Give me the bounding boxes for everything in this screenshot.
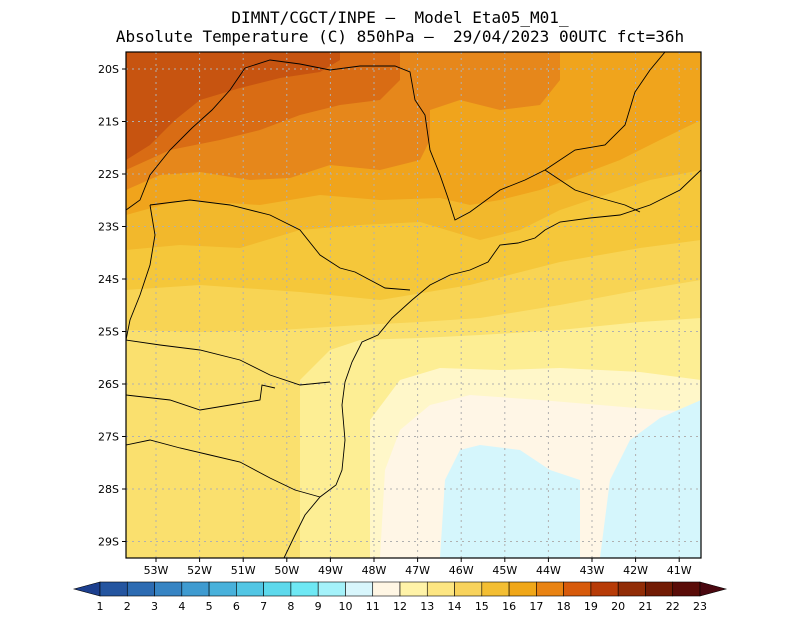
lat-label: 23S — [98, 221, 119, 234]
colorbar-segment — [645, 581, 674, 597]
colorbar-segment — [590, 581, 619, 597]
lon-label: 43W — [580, 564, 605, 577]
colorbar-label: 3 — [151, 600, 158, 613]
colorbar-segment — [536, 581, 564, 597]
colorbar-label: 18 — [557, 600, 571, 613]
border-pr-ms — [126, 204, 156, 341]
colorbar-label: 19 — [584, 600, 598, 613]
lon-label: 48W — [362, 564, 387, 577]
colorbar-label: 17 — [529, 600, 543, 613]
border-sp-ms — [126, 67, 246, 211]
colorbar-segment — [208, 581, 237, 597]
colorbar-high-arrow — [699, 581, 728, 597]
lat-label: 29S — [98, 536, 119, 549]
border-pr-sc — [126, 339, 331, 386]
map-title-line2: Absolute Temperature (C) 850hPa – 29/04/… — [115, 27, 685, 46]
lon-label: 53W — [144, 564, 169, 577]
colorbar-label: 8 — [287, 600, 294, 613]
colorbar-label: 9 — [315, 600, 322, 613]
colorbar-label: 12 — [393, 600, 407, 613]
colorbar-segment — [290, 581, 319, 597]
colorbar-segment — [481, 581, 510, 597]
colorbar-label: 15 — [475, 600, 489, 613]
colorbar-label: 1 — [97, 600, 104, 613]
lat-label: 24S — [98, 273, 119, 286]
colorbar-segment — [672, 581, 701, 597]
border-mg-es — [544, 52, 666, 171]
colorbar: 1 2 3 4 5 6 7 8 9 10 11 12 13 14 15 16 17 18 19 20 21 22 23 — [72, 581, 728, 613]
lon-label: 44W — [536, 564, 561, 577]
colorbar-segment — [454, 581, 483, 597]
colorbar-label: 16 — [502, 600, 516, 613]
lon-label: 51W — [231, 564, 256, 577]
colorbar-label: 6 — [233, 600, 240, 613]
band-22c — [126, 52, 340, 160]
lon-label: 50W — [274, 564, 299, 577]
lon-label: 45W — [492, 564, 517, 577]
lat-label: 27S — [98, 431, 119, 444]
colorbar-label: 22 — [666, 600, 680, 613]
lon-label: 41W — [667, 564, 692, 577]
border-mg-rj — [544, 169, 641, 213]
lon-label: 42W — [623, 564, 648, 577]
lat-label: 25S — [98, 326, 119, 339]
colorbar-label: 4 — [178, 600, 185, 613]
lat-label: 20S — [98, 63, 119, 76]
border-sp-pr — [149, 199, 411, 291]
colorbar-segment — [263, 581, 292, 597]
colorbar-label: 5 — [206, 600, 213, 613]
colorbar-label: 21 — [638, 600, 652, 613]
colorbar-segment — [617, 581, 646, 597]
plot-frame — [125, 51, 702, 559]
colorbar-segment — [399, 581, 428, 597]
colorbar-label: 7 — [260, 600, 267, 613]
colorbar-label: 14 — [448, 600, 462, 613]
graticule — [126, 52, 701, 558]
border-arg — [126, 384, 276, 411]
colorbar-label: 2 — [124, 600, 131, 613]
lon-label: 49W — [318, 564, 343, 577]
colorbar-segment — [345, 581, 374, 597]
colorbar-label: 23 — [693, 600, 707, 613]
border-sp-mg — [244, 59, 546, 221]
band-11c-east — [600, 400, 701, 558]
colorbar-label: 20 — [611, 600, 625, 613]
coastline — [283, 169, 701, 558]
lon-label: 46W — [449, 564, 474, 577]
lat-label: 28S — [98, 483, 119, 496]
lat-label: 22S — [98, 168, 119, 181]
colorbar-segment — [154, 581, 183, 597]
longitude-labels: 53W 52W 51W 50W 49W 48W 47W 46W 45W 44W 43W 42W 41W — [144, 558, 692, 577]
band-11c-center — [440, 445, 580, 558]
lat-label: 26S — [98, 378, 119, 391]
colorbar-segment — [372, 581, 401, 597]
lat-label: 21S — [98, 116, 119, 129]
colorbar-low-arrow — [72, 581, 101, 597]
lon-label: 52W — [187, 564, 212, 577]
latitude-labels: 20S 21S 22S 23S 24S 25S 26S 27S 28S 29S — [98, 63, 126, 549]
temperature-field — [126, 52, 701, 558]
colorbar-label: 11 — [366, 600, 380, 613]
colorbar-segment — [181, 581, 210, 597]
state-borders — [126, 52, 701, 558]
lon-label: 47W — [405, 564, 430, 577]
map-title-line1: DIMNT/CGCT/INPE – Model Eta05_M01_ — [231, 8, 569, 27]
colorbar-segment — [236, 581, 264, 597]
colorbar-segment — [99, 581, 128, 597]
colorbar-segment — [317, 581, 346, 597]
colorbar-segment — [126, 581, 155, 597]
colorbar-label: 13 — [420, 600, 434, 613]
colorbar-segment — [426, 581, 455, 597]
border-sc-rs — [126, 439, 321, 498]
colorbar-label: 10 — [338, 600, 352, 613]
colorbar-segment — [508, 581, 537, 597]
colorbar-segment — [563, 581, 592, 597]
